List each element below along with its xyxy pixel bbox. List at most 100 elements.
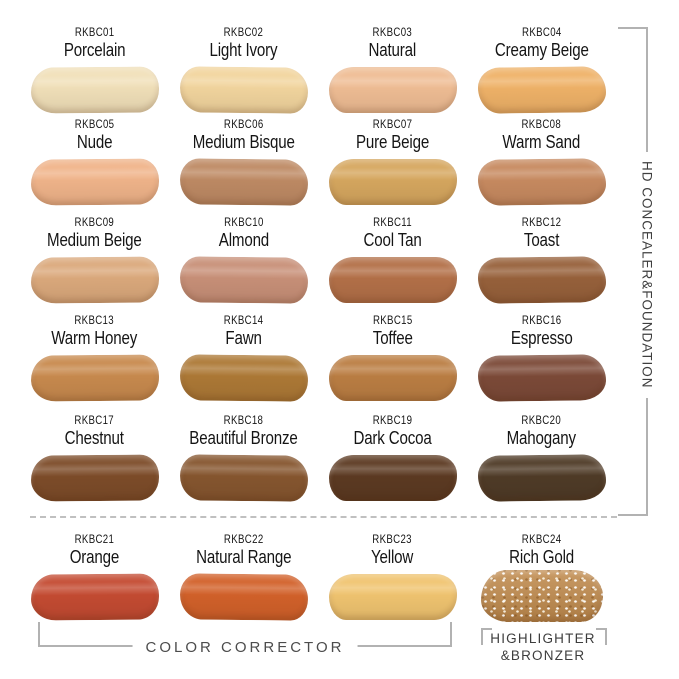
shade-swatch <box>30 354 159 402</box>
shade-swatch <box>328 159 457 205</box>
shade-swatch <box>477 158 606 206</box>
highlighter-bronzer-label: HIGHLIGHTER &BRONZER <box>479 630 607 664</box>
shade-name: Pure Beige <box>355 132 430 152</box>
shade-code: RKBC01 <box>74 27 115 39</box>
shade-label: RKBC11 Cool Tan <box>363 217 421 251</box>
shade-code: RKBC12 <box>521 217 562 229</box>
color-corrector-label: COLOR CORRECTOR <box>132 639 358 656</box>
shade-swatch <box>179 66 308 114</box>
shade-name: Natural <box>368 40 417 60</box>
shade-label: RKBC16 Espresso <box>511 315 573 349</box>
shade-cell: RKBC19 Dark Cocoa <box>318 415 467 501</box>
shade-label: RKBC23 Yellow <box>371 534 413 568</box>
shade-name: Medium Beige <box>47 230 142 250</box>
shade-swatch <box>328 455 457 501</box>
color-corrector-bracket: COLOR CORRECTOR <box>38 622 452 656</box>
shade-row: RKBC01 Porcelain RKBC02 Light Ivory RKBC… <box>20 27 616 114</box>
shade-name: Cool Tan <box>363 230 422 250</box>
shade-name: Warm Honey <box>51 328 138 348</box>
shade-cell: RKBC09 Medium Beige <box>20 217 169 304</box>
shade-label: RKBC21 Orange <box>70 534 120 568</box>
shade-row: RKBC21 Orange RKBC22 Natural Range RKBC2… <box>20 534 616 622</box>
right-bracket-upper-line <box>646 27 648 152</box>
shade-name: Natural Range <box>195 547 292 567</box>
shade-row: RKBC05 Nude RKBC06 Medium Bisque RKBC07 … <box>20 119 616 206</box>
product-line-vertical-label: HD CONCEALER&FOUNDATION <box>639 161 655 389</box>
shade-label: RKBC05 Nude <box>75 119 115 153</box>
shade-name: Warm Sand <box>502 132 581 152</box>
shade-name: Rich Gold <box>509 547 574 567</box>
shade-label: RKBC19 Dark Cocoa <box>353 415 431 449</box>
shade-code: RKBC05 <box>74 119 115 131</box>
shade-cell: RKBC21 Orange <box>20 534 169 622</box>
shade-code: RKBC03 <box>372 27 413 39</box>
shade-code: RKBC15 <box>372 315 413 327</box>
highlighter-label-line2: &BRONZER <box>500 648 586 663</box>
shade-swatch <box>480 570 603 622</box>
shade-label: RKBC06 Medium Bisque <box>192 119 294 153</box>
shade-cell: RKBC13 Warm Honey <box>20 315 169 402</box>
shade-label: RKBC09 Medium Beige <box>47 217 142 251</box>
shade-code: RKBC07 <box>372 119 413 131</box>
shade-label: RKBC10 Almond <box>218 217 268 251</box>
shade-swatch <box>328 355 457 401</box>
shade-swatch <box>477 256 606 304</box>
shade-swatch <box>30 573 159 621</box>
right-bracket-top-cap <box>618 27 648 29</box>
shade-code: RKBC08 <box>521 119 562 131</box>
shade-cell: RKBC14 Fawn <box>169 315 318 402</box>
highlighter-bracket-left-corner <box>481 628 492 645</box>
shade-cell: RKBC20 Mahogany <box>467 415 616 502</box>
shade-code: RKBC04 <box>521 27 562 39</box>
shade-code: RKBC21 <box>74 534 115 546</box>
shade-name: Beautiful Bronze <box>189 428 298 448</box>
shade-swatch <box>477 66 606 114</box>
shade-cell: RKBC18 Beautiful Bronze <box>169 415 318 502</box>
shade-swatch <box>30 158 159 206</box>
shade-swatch <box>179 354 308 402</box>
shade-swatch <box>179 454 308 502</box>
shade-label: RKBC02 Light Ivory <box>210 27 278 61</box>
shade-code: RKBC16 <box>521 315 562 327</box>
shade-row: RKBC17 Chestnut RKBC18 Beautiful Bronze … <box>20 415 616 502</box>
shade-code: RKBC10 <box>223 217 264 229</box>
shade-code: RKBC17 <box>74 415 115 427</box>
shade-code: RKBC09 <box>74 217 115 229</box>
right-bracket-lower-line <box>646 398 648 516</box>
shade-code: RKBC11 <box>373 217 412 229</box>
shade-swatch <box>328 574 457 620</box>
shade-name: Light Ivory <box>209 40 278 60</box>
shade-cell: RKBC03 Natural <box>318 27 467 113</box>
shade-name: Porcelain <box>63 40 126 60</box>
shade-label: RKBC07 Pure Beige <box>356 119 429 153</box>
shade-code: RKBC20 <box>521 415 562 427</box>
shade-row: RKBC13 Warm Honey RKBC14 Fawn RKBC15 Tof… <box>20 315 616 402</box>
shade-cell: RKBC05 Nude <box>20 119 169 206</box>
shade-label: RKBC22 Natural Range <box>196 534 291 568</box>
shade-label: RKBC04 Creamy Beige <box>495 27 589 61</box>
shade-swatch <box>179 573 308 621</box>
shade-label: RKBC13 Warm Honey <box>52 315 138 349</box>
shade-cell: RKBC22 Natural Range <box>169 534 318 622</box>
shade-name: Fawn <box>225 328 262 348</box>
shade-name: Toast <box>523 230 560 250</box>
shade-cell: RKBC24 Rich Gold <box>467 534 616 622</box>
shade-row: RKBC09 Medium Beige RKBC10 Almond RKBC11… <box>20 217 616 304</box>
shade-swatch <box>179 256 308 304</box>
shade-cell: RKBC17 Chestnut <box>20 415 169 502</box>
shade-label: RKBC24 Rich Gold <box>509 534 574 568</box>
shade-swatch <box>30 256 159 304</box>
shade-cell: RKBC15 Toffee <box>318 315 467 401</box>
shade-code: RKBC18 <box>223 415 264 427</box>
right-bracket-bottom-cap <box>618 514 648 516</box>
shade-code: RKBC14 <box>223 315 264 327</box>
shade-code: RKBC13 <box>74 315 115 327</box>
shade-name: Espresso <box>510 328 573 348</box>
shade-cell: RKBC06 Medium Bisque <box>169 119 318 206</box>
group-divider-dashed-line <box>30 516 617 518</box>
shade-name: Almond <box>218 230 269 250</box>
shade-code: RKBC02 <box>223 27 264 39</box>
shade-cell: RKBC12 Toast <box>467 217 616 304</box>
shade-label: RKBC15 Toffee <box>373 315 413 349</box>
